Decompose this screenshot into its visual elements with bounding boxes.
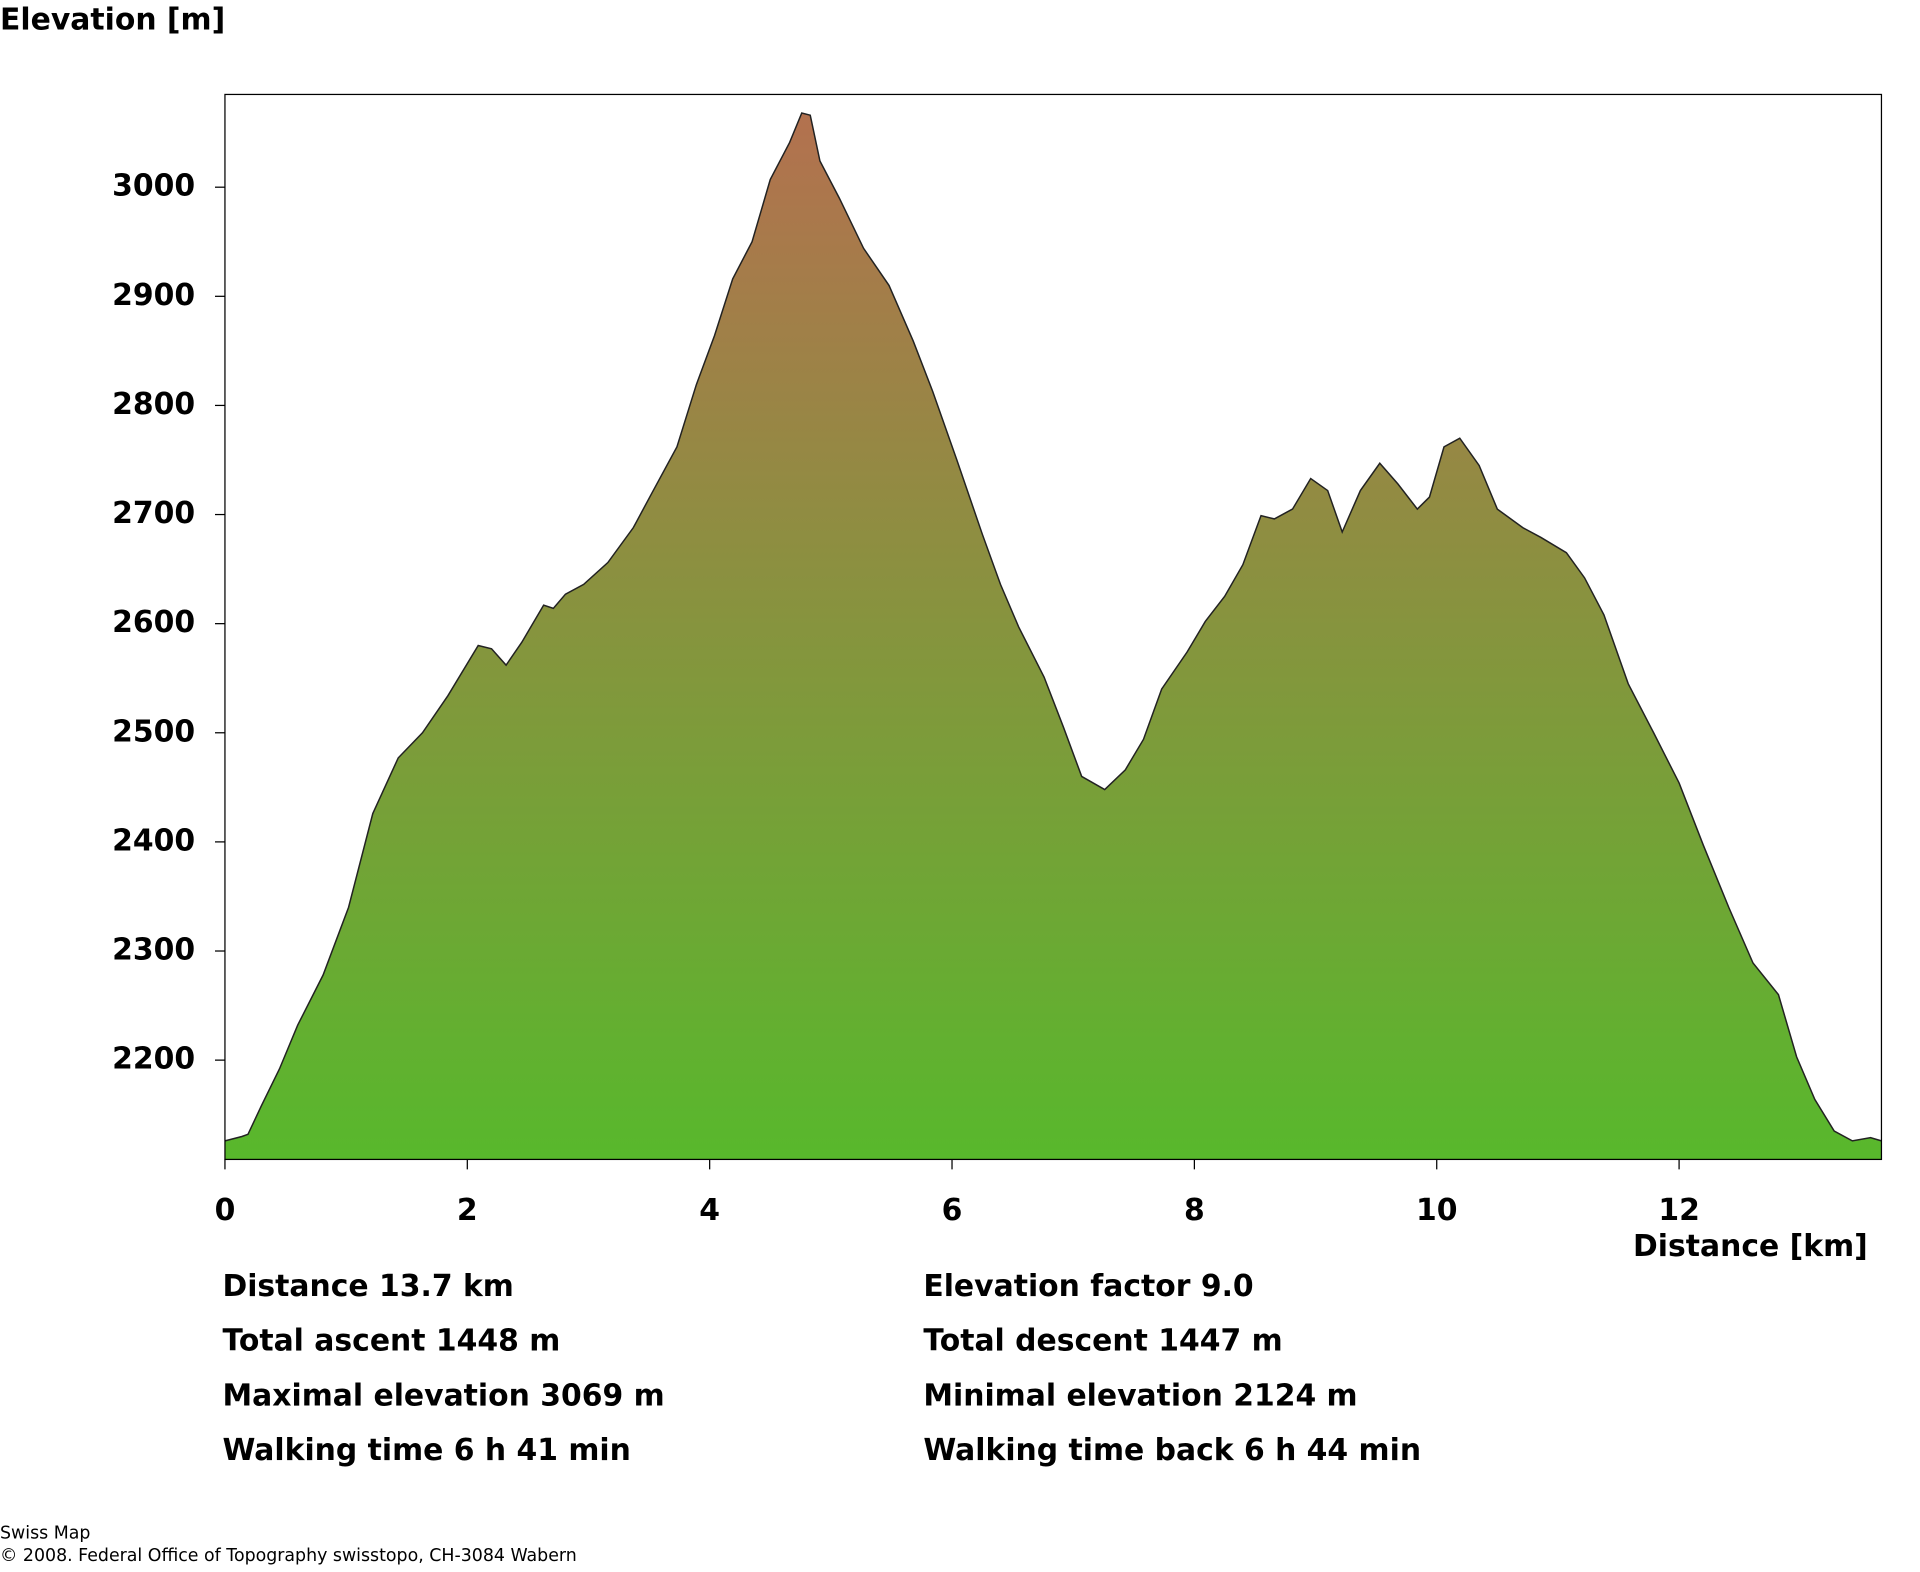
x-tick-label: 2 (457, 1193, 478, 1228)
stat: Distance 13.7 km (222, 1269, 513, 1304)
x-tick-label: 0 (215, 1193, 236, 1228)
y-axis-label: Elevation [m] (0, 3, 225, 38)
x-tick-label: 6 (942, 1193, 963, 1228)
x-tick-label: 8 (1184, 1193, 1205, 1228)
y-tick-label: 2300 (112, 933, 195, 968)
y-tick-label: 2600 (112, 605, 195, 640)
y-tick-label: 2800 (112, 387, 195, 422)
stat: Walking time back 6 h 44 min (923, 1433, 1421, 1468)
y-tick-label: 2700 (112, 496, 195, 531)
plot-frame (224, 93, 1883, 1161)
stat: Total descent 1447 m (923, 1324, 1282, 1359)
x-tick-label: 10 (1416, 1193, 1458, 1228)
footer-line: Swiss Map (0, 1523, 90, 1543)
stat: Maximal elevation 3069 m (222, 1378, 664, 1413)
y-tick-label: 2200 (112, 1042, 195, 1077)
y-tick-label: 2500 (112, 714, 195, 749)
elevation-area (224, 112, 1882, 1160)
stat: Elevation factor 9.0 (923, 1269, 1253, 1304)
x-tick-label: 4 (699, 1193, 720, 1228)
footer-line: © 2008. Federal Office of Topography swi… (0, 1546, 577, 1566)
x-tick-label: 12 (1658, 1193, 1700, 1228)
y-tick-label: 3000 (112, 169, 195, 204)
y-tick-label: 2400 (112, 823, 195, 858)
stat: Minimal elevation 2124 m (923, 1378, 1357, 1413)
stat: Total ascent 1448 m (222, 1324, 560, 1359)
x-axis-label: Distance [km] (1633, 1229, 1868, 1264)
stat: Walking time 6 h 41 min (222, 1433, 630, 1468)
y-tick-label: 2900 (112, 278, 195, 313)
elevation-line (224, 112, 1882, 1142)
